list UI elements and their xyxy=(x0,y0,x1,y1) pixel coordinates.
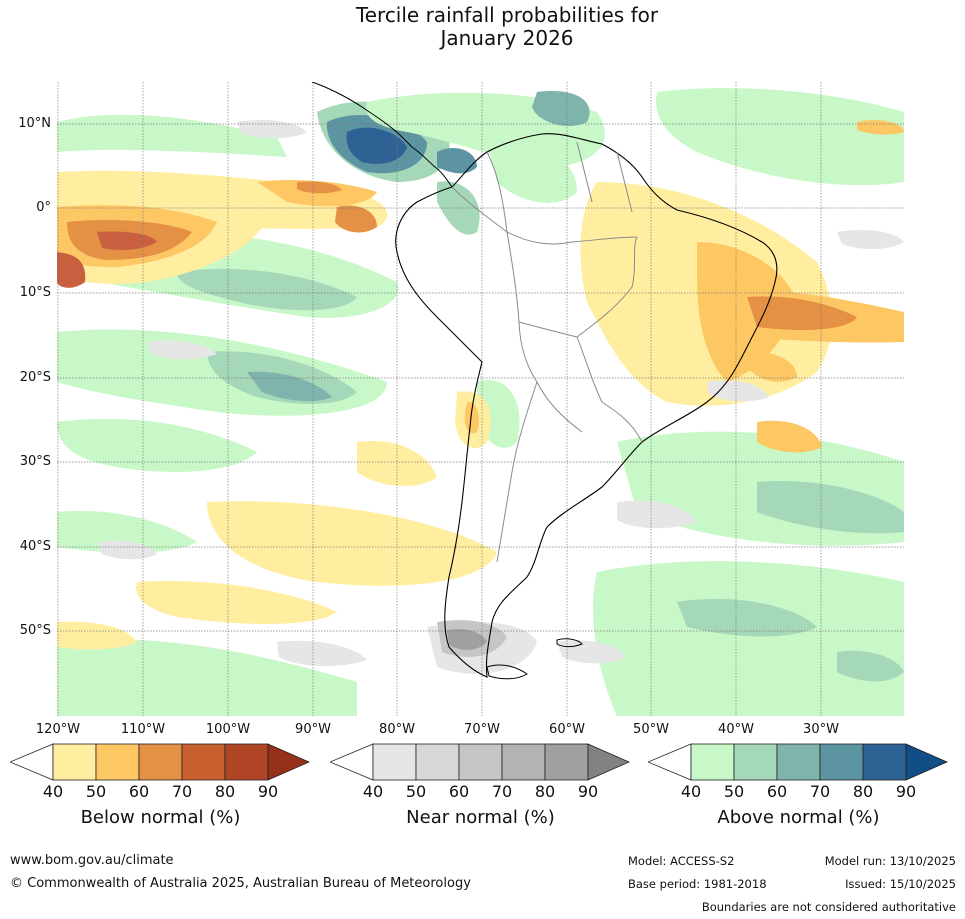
legend-colorbar-above xyxy=(648,743,948,781)
legend-title-near: Near normal (%) xyxy=(406,807,555,828)
latitude-label: 10°N xyxy=(18,116,51,131)
legend-arrow-high xyxy=(267,743,310,781)
legend-swatch xyxy=(819,743,864,781)
probability-map xyxy=(57,82,904,716)
latitude-label: 20°S xyxy=(19,370,51,385)
legend-swatch xyxy=(95,743,140,781)
title-line-2: January 2026 xyxy=(440,26,574,50)
latitude-label: 0° xyxy=(36,200,51,215)
latitude-label: 40°S xyxy=(19,539,51,554)
legend-tick-label: 50 xyxy=(85,782,107,801)
legend-swatch xyxy=(224,743,269,781)
legend-tick-label: 70 xyxy=(491,782,513,801)
legend-tick-label: 60 xyxy=(448,782,470,801)
website-text: www.bom.gov.au/climate xyxy=(10,853,174,868)
legend-tick-label: 90 xyxy=(577,782,599,801)
legend-swatch xyxy=(372,743,417,781)
longitude-label: 30°W xyxy=(803,722,839,737)
longitude-label: 40°W xyxy=(718,722,754,737)
legend-tick-label: 80 xyxy=(852,782,874,801)
legend-swatch xyxy=(544,743,589,781)
legend-title-above: Above normal (%) xyxy=(717,807,880,828)
legend-swatch xyxy=(138,743,183,781)
falkland-islands-outline xyxy=(556,638,583,648)
longitude-label: 120°W xyxy=(35,722,81,737)
legend-colorbar-below xyxy=(10,743,310,781)
legend-tick-label: 50 xyxy=(723,782,745,801)
legend-swatch xyxy=(52,743,97,781)
longitude-label: 60°W xyxy=(549,722,585,737)
legend-arrow-high xyxy=(905,743,948,781)
legend-colorbar-near xyxy=(330,743,630,781)
latitude-label: 50°S xyxy=(19,623,51,638)
legend-tick-label: 60 xyxy=(128,782,150,801)
legend-tick-label: 70 xyxy=(171,782,193,801)
legend-tick-label: 80 xyxy=(534,782,556,801)
longitude-label: 50°W xyxy=(633,722,669,737)
longitude-label: 90°W xyxy=(295,722,331,737)
longitude-label: 110°W xyxy=(120,722,166,737)
below-normal-shading xyxy=(57,120,904,650)
legend-swatch xyxy=(181,743,226,781)
map-title: Tercile rainfall probabilities for Janua… xyxy=(0,4,965,50)
probability-shading xyxy=(57,88,904,716)
longitude-label: 70°W xyxy=(464,722,500,737)
legend-title-below: Below normal (%) xyxy=(80,807,241,828)
issued-text: Issued: 15/10/2025 xyxy=(845,877,956,891)
disclaimer-text: Boundaries are not considered authoritat… xyxy=(701,900,956,914)
country-boundaries xyxy=(311,82,778,680)
latitude-label: 30°S xyxy=(19,454,51,469)
legend-tick-label: 90 xyxy=(257,782,279,801)
near-normal-shading xyxy=(97,120,904,674)
model-text: Model: ACCESS-S2 xyxy=(628,854,735,868)
legend-tick-label: 80 xyxy=(214,782,236,801)
legend-tick-label: 50 xyxy=(405,782,427,801)
legend-swatch xyxy=(501,743,546,781)
tierra-del-fuego-outline xyxy=(486,664,528,680)
longitude-label: 100°W xyxy=(205,722,251,737)
legend-swatch xyxy=(776,743,821,781)
graticule-lines xyxy=(57,82,904,716)
legend-tick-label: 40 xyxy=(680,782,702,801)
legend-swatch xyxy=(862,743,907,781)
legend-arrow-low xyxy=(10,743,54,781)
longitude-label: 80°W xyxy=(379,722,415,737)
base-period-text: Base period: 1981-2018 xyxy=(628,877,767,891)
copyright-text: © Commonwealth of Australia 2025, Austra… xyxy=(10,876,471,891)
model-run-text: Model run: 13/10/2025 xyxy=(824,854,956,868)
legend-tick-label: 90 xyxy=(895,782,917,801)
legend-swatch xyxy=(733,743,778,781)
internal-boundaries xyxy=(451,141,643,563)
legend-swatch xyxy=(415,743,460,781)
south-america-outline xyxy=(395,133,778,678)
legend-arrow-low xyxy=(648,743,692,781)
legend-arrow-high xyxy=(587,743,630,781)
legend-swatch xyxy=(458,743,503,781)
legend-tick-label: 60 xyxy=(766,782,788,801)
central-america-outline xyxy=(311,82,453,188)
map-panel xyxy=(57,82,904,716)
legend-tick-label: 40 xyxy=(362,782,384,801)
legend-arrow-low xyxy=(330,743,374,781)
latitude-label: 10°S xyxy=(19,285,51,300)
legend-tick-label: 70 xyxy=(809,782,831,801)
legend-tick-label: 40 xyxy=(42,782,64,801)
legend-swatch xyxy=(690,743,735,781)
title-line-1: Tercile rainfall probabilities for xyxy=(355,3,659,27)
